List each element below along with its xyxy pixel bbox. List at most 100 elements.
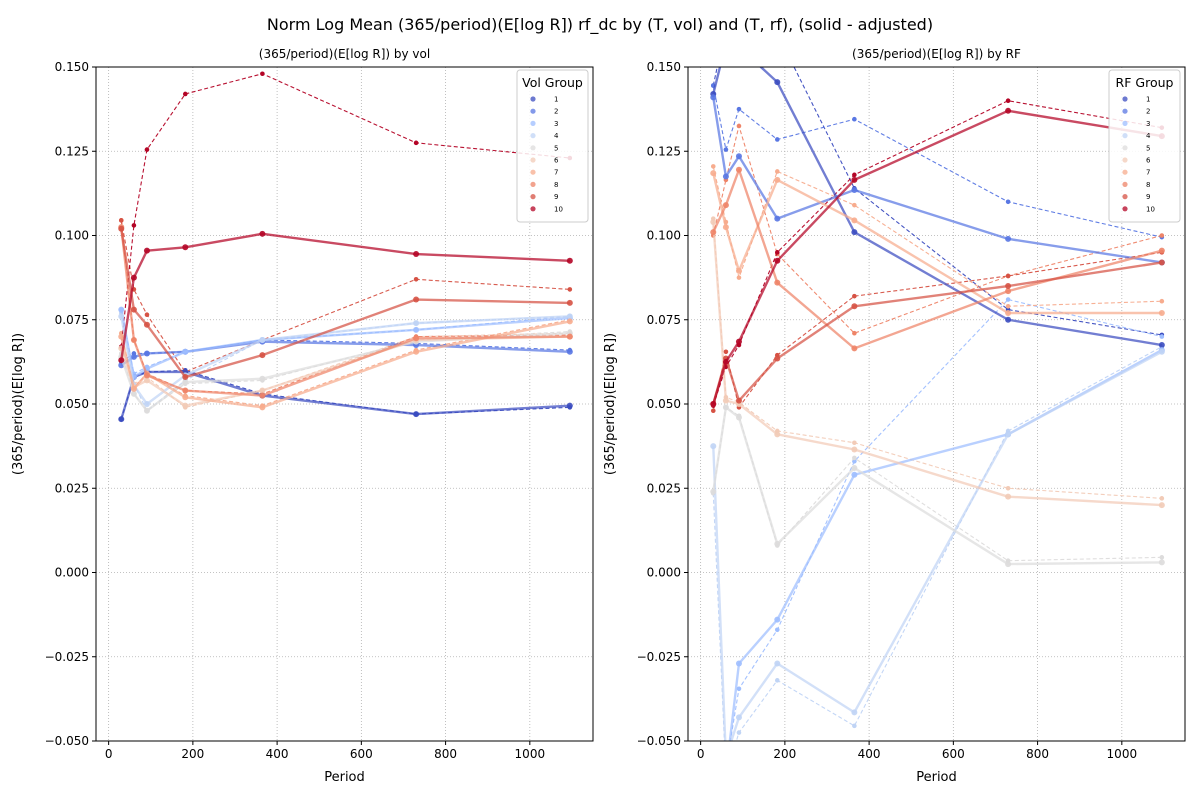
solid-point-group-4 [143, 401, 150, 407]
solid-point-group-5 [774, 540, 781, 547]
dashed-point-group-3 [1005, 297, 1011, 302]
solid-point-group-4 [851, 709, 858, 716]
solid-point-group-8 [710, 229, 717, 236]
legend-label: 7 [554, 169, 558, 177]
legend-marker [1122, 108, 1128, 114]
solid-point-group-4 [566, 313, 573, 320]
legend-marker [1122, 133, 1128, 139]
legend-marker [1122, 145, 1128, 151]
solid-point-group-9 [413, 296, 420, 303]
solid-point-group-2 [143, 350, 150, 357]
solid-line-group-2 [712, 97, 1163, 264]
legend-marker [1122, 157, 1128, 163]
dashed-point-group-10 [260, 71, 265, 77]
legend-marker [1122, 206, 1128, 212]
solid-line-group-1 [712, 67, 1163, 347]
solid-point-group-4 [710, 443, 717, 450]
solid-point-group-8 [735, 166, 742, 173]
solid-point-group-5 [710, 488, 717, 495]
solid-point-group-10 [182, 244, 189, 251]
solid-point-group-6 [851, 446, 858, 453]
solid-point-group-7 [851, 217, 858, 224]
solid-point-group-10 [774, 257, 781, 264]
dashed-point-group-9 [144, 312, 150, 317]
solid-point-group-6 [1005, 493, 1012, 500]
legend-title: Vol Group [522, 75, 583, 90]
solid-point-group-6 [774, 431, 781, 438]
solid-point-group-9 [182, 374, 189, 381]
solid-point-group-8 [774, 279, 781, 286]
legend-label: 7 [1146, 169, 1150, 177]
solid-point-group-7 [774, 176, 781, 183]
dashed-point-group-10 [774, 250, 780, 255]
solid-point-group-8 [130, 336, 137, 343]
solid-point-group-8 [566, 333, 573, 340]
solid-point-group-1 [1158, 342, 1165, 349]
dashed-point-group-9 [723, 349, 729, 355]
solid-point-group-3 [723, 772, 729, 778]
solid-point-group-5 [1158, 559, 1165, 566]
solid-point-group-1 [736, 44, 742, 50]
x-tick-label: 200 [181, 747, 204, 761]
dashed-point-group-10 [852, 172, 857, 178]
solid-point-group-10 [566, 257, 573, 264]
rf-panel: (365/period)(E[log R]) by RF0 200 400 600 80… [603, 38, 1186, 785]
solid-point-group-7 [118, 333, 125, 340]
solid-point-group-5 [1005, 561, 1012, 568]
dashed-point-group-2 [1005, 199, 1011, 205]
dashed-point-group-7 [852, 202, 857, 208]
legend-label: 8 [554, 181, 558, 189]
dashed-point-group-6 [1005, 485, 1011, 491]
solid-point-group-10 [851, 176, 858, 183]
solid-point-group-10 [143, 247, 150, 254]
solid-point-group-8 [1005, 288, 1012, 295]
solid-point-group-3 [710, 755, 716, 761]
legend-box [516, 69, 589, 223]
dashed-point-group-9 [118, 218, 124, 223]
dashed-point-group-10 [144, 147, 150, 152]
solid-point-group-1 [774, 79, 781, 86]
dashed-line-group-5 [712, 406, 1162, 562]
dashed-point-group-5 [1159, 555, 1165, 560]
solid-point-group-2 [774, 215, 781, 222]
dashed-point-group-10 [1005, 98, 1011, 103]
x-tick-label: 800 [1026, 747, 1049, 761]
solid-point-group-7 [735, 267, 742, 274]
solid-point-group-3 [118, 306, 125, 313]
solid-point-group-1 [413, 411, 420, 418]
solid-point-group-9 [1158, 259, 1165, 266]
solid-point-group-9 [774, 355, 781, 362]
dashed-point-group-9 [1005, 273, 1011, 279]
legend-marker [1122, 181, 1128, 187]
solid-point-group-6 [259, 387, 266, 394]
dashed-point-group-1 [737, 38, 742, 43]
solid-point-group-8 [722, 202, 729, 209]
dashed-point-group-7 [710, 164, 716, 169]
solid-point-group-6 [143, 377, 150, 384]
solid-point-group-7 [566, 318, 573, 325]
legend-marker [530, 206, 536, 212]
solid-point-group-5 [851, 465, 858, 472]
solid-point-group-2 [710, 94, 717, 101]
series-group [118, 71, 573, 423]
solid-point-group-4 [774, 660, 781, 667]
dashed-point-group-4 [736, 730, 742, 735]
y-tick-label: 0.075 [647, 313, 681, 327]
solid-point-group-7 [130, 385, 137, 392]
legend-marker [530, 108, 536, 114]
solid-point-group-7 [259, 404, 266, 411]
legend-label: 1 [1146, 96, 1150, 104]
solid-line-group-10 [712, 109, 1163, 405]
solid-point-group-2 [1005, 235, 1012, 242]
solid-line-group-7 [712, 172, 1162, 315]
solid-point-group-2 [851, 187, 858, 194]
x-tick-label: 600 [942, 747, 965, 761]
y-tick-label: 0.100 [55, 229, 89, 243]
legend-marker [530, 145, 536, 151]
dashed-point-group-8 [852, 330, 857, 336]
dashed-point-group-3 [1159, 334, 1165, 339]
legend-label: 3 [1146, 120, 1150, 128]
solid-point-group-3 [735, 660, 742, 667]
y-tick-label: 0.000 [55, 566, 89, 580]
solid-point-group-7 [413, 348, 420, 355]
